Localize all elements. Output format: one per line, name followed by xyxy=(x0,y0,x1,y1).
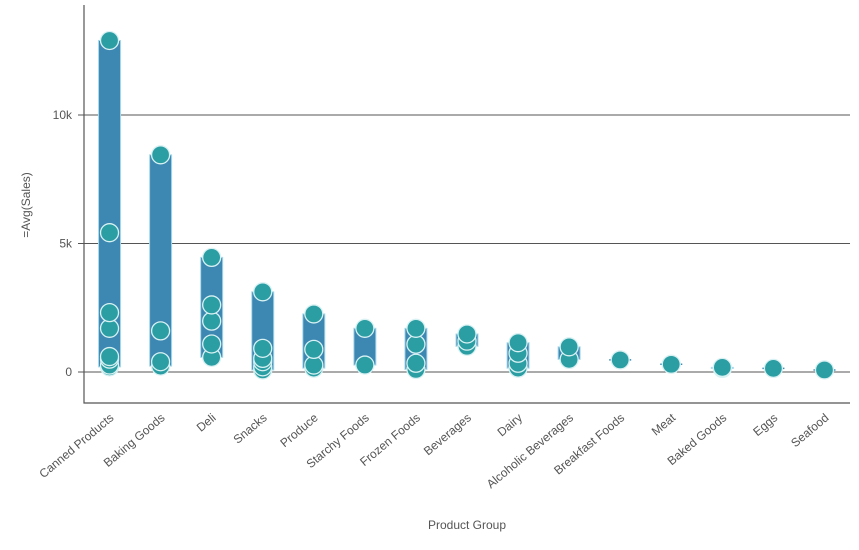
y-tick-label: 10k xyxy=(53,108,73,122)
data-point[interactable] xyxy=(202,295,222,315)
x-category-label: Alcoholic Beverages xyxy=(484,411,576,492)
x-category-label: Produce xyxy=(277,410,320,450)
data-point[interactable] xyxy=(150,145,171,165)
data-point[interactable] xyxy=(559,337,579,357)
y-axis-title: =Avg(Sales) xyxy=(19,172,33,237)
data-point[interactable] xyxy=(202,334,222,354)
data-point[interactable] xyxy=(406,353,426,373)
data-point[interactable] xyxy=(253,338,273,359)
data-point[interactable] xyxy=(661,354,681,374)
data-point[interactable] xyxy=(99,346,120,367)
data-point[interactable] xyxy=(355,355,375,375)
axis-lines xyxy=(83,5,850,404)
data-point[interactable] xyxy=(457,324,477,344)
x-category-label: Meat xyxy=(649,410,679,438)
x-category-label: Dairy xyxy=(495,411,525,440)
data-point[interactable] xyxy=(610,350,630,370)
x-axis-title: Product Group xyxy=(428,518,506,532)
data-point[interactable] xyxy=(304,304,324,324)
data-point[interactable] xyxy=(99,302,120,323)
x-category-label: Canned Products xyxy=(36,411,116,481)
x-category-label: Seafood xyxy=(788,411,831,450)
data-point[interactable] xyxy=(355,318,375,338)
y-tick-label: 0 xyxy=(65,365,72,379)
x-category-label: Beverages xyxy=(421,411,474,459)
x-category-label: Snacks xyxy=(231,411,270,447)
data-point[interactable] xyxy=(406,318,426,338)
y-axis: 0 5k 10k xyxy=(53,5,850,404)
data-point[interactable] xyxy=(814,360,835,380)
data-point[interactable] xyxy=(712,357,732,378)
x-category-label: Eggs xyxy=(750,411,780,439)
data-point[interactable] xyxy=(304,339,324,360)
data-point[interactable] xyxy=(150,352,171,372)
data-point[interactable] xyxy=(99,30,120,51)
data-point[interactable] xyxy=(253,282,273,302)
data-point[interactable] xyxy=(150,321,171,341)
y-tick-label: 5k xyxy=(59,237,73,251)
x-category-label: Deli xyxy=(194,411,219,435)
data-point[interactable] xyxy=(99,223,120,243)
data-points xyxy=(99,30,835,380)
data-point[interactable] xyxy=(202,247,222,268)
data-point[interactable] xyxy=(508,333,528,353)
data-point[interactable] xyxy=(763,358,784,379)
data-point[interactable] xyxy=(202,311,222,331)
